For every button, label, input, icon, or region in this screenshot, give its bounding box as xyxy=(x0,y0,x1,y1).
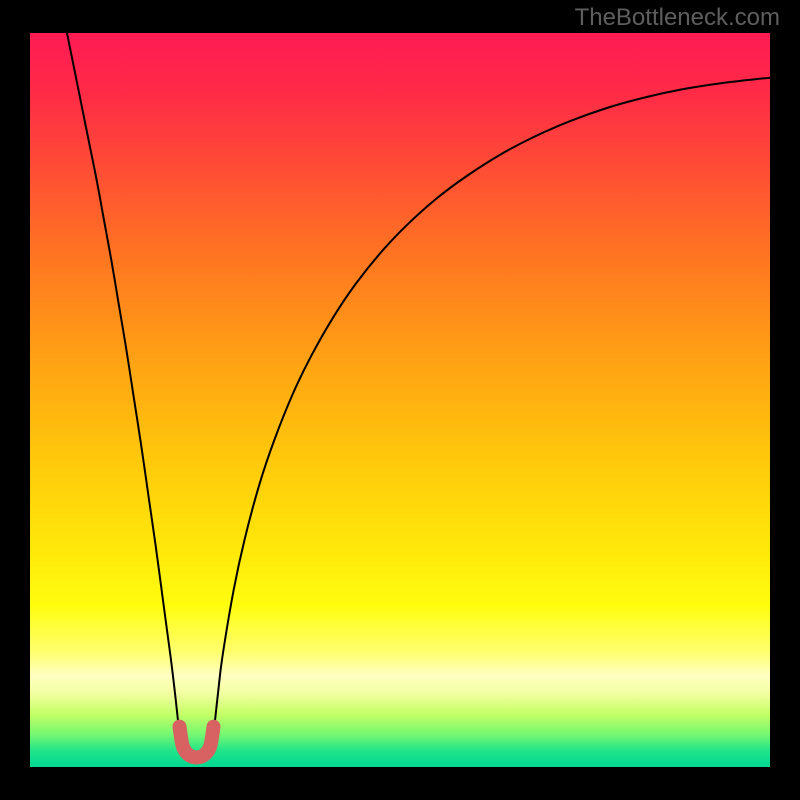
chart-container: TheBottleneck.com xyxy=(0,0,800,800)
gradient-background xyxy=(30,33,770,767)
plot-area xyxy=(30,33,770,767)
plot-svg xyxy=(30,33,770,767)
watermark-text: TheBottleneck.com xyxy=(575,4,780,32)
